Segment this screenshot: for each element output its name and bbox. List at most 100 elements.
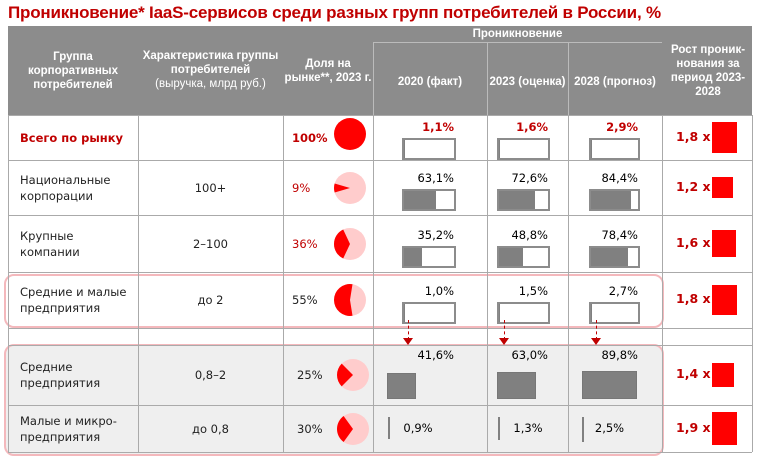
penetration-value: 1,6%: [516, 120, 548, 134]
penetration-bar: [402, 302, 456, 324]
pie-slice: [334, 284, 353, 316]
growth-bar: [712, 412, 738, 445]
row-divider: [8, 328, 752, 329]
header-2028: 2028 (прогноз): [574, 75, 656, 88]
penetration-value: 63,1%: [417, 171, 454, 185]
row-divider: [8, 115, 752, 116]
market-share-label: 36%: [292, 236, 318, 251]
penetration-value: 48,8%: [511, 228, 548, 242]
market-share-pie: [337, 359, 369, 391]
group-characteristic: до 0,8: [192, 421, 229, 436]
column-divider: [373, 115, 374, 452]
group-name: Всего по рынку: [20, 130, 124, 145]
header-divider: [373, 42, 374, 115]
penetration-bar: [498, 417, 500, 440]
column-divider: [8, 115, 9, 452]
penetration-value: 1,1%: [422, 120, 454, 134]
pie-slice: [334, 229, 350, 258]
penetration-bar: [582, 371, 637, 399]
group-name: Малые и микро-предприятия: [20, 413, 117, 444]
header-divider: [568, 42, 569, 115]
group-name: Средние и малые предприятия: [20, 285, 127, 315]
penetration-value: 2,7%: [608, 284, 638, 298]
market-share-label: 30%: [297, 421, 323, 436]
penetration-value: 84,4%: [601, 171, 638, 185]
sme-highlight: [4, 274, 664, 328]
row-divider: [8, 345, 752, 346]
header-share: Доля на рынке**, 2023 г.: [284, 57, 372, 84]
column-divider: [752, 115, 753, 452]
penetration-bar: [497, 372, 536, 399]
row-divider: [8, 405, 752, 406]
penetration-value: 63,0%: [511, 348, 548, 362]
penetration-bar: [402, 189, 456, 211]
growth-bar: [712, 229, 736, 258]
penetration-fill: [591, 304, 593, 322]
header-penetration: Проникновение: [472, 28, 563, 40]
arrow-head-icon: [403, 338, 413, 345]
market-share-pie: [337, 412, 369, 445]
row-divider: [8, 160, 752, 161]
group-characteristic: 2–100: [192, 236, 229, 251]
arrow-icon: [504, 320, 505, 340]
group-name: Крупные компании: [20, 228, 80, 259]
header-group: Группа корпоративных потребителей: [28, 50, 118, 91]
penetration-fill: [404, 191, 436, 209]
row-divider: [8, 452, 752, 453]
penetration-fill: [591, 191, 631, 209]
arrow-icon: [408, 320, 409, 340]
penetration-bar: [388, 417, 390, 439]
header-divider: [487, 42, 488, 115]
arrow-head-icon: [591, 338, 601, 345]
growth-label: 1,2 x: [676, 178, 711, 194]
growth-label: 1,8 x: [676, 291, 711, 306]
penetration-value: 89,8%: [601, 348, 638, 362]
page-title: Проникновение* IaaS-сервисов среди разны…: [8, 3, 661, 22]
sme-breakdown-group: [4, 344, 664, 456]
growth-bar: [712, 284, 737, 316]
header-growth: Рост проник-нования за период 2023-2028: [670, 43, 746, 98]
penetration-bar: [402, 138, 456, 160]
penetration-value: 1,0%: [424, 284, 454, 298]
arrow-icon: [596, 320, 597, 340]
growth-label: 1,4 x: [676, 366, 711, 381]
column-divider: [138, 115, 139, 452]
row-divider: [8, 272, 752, 273]
penetration-value: 0,9%: [403, 420, 433, 435]
penetration-bar: [497, 189, 550, 211]
penetration-value: 1,5%: [518, 284, 548, 298]
growth-bar: [712, 122, 737, 153]
penetration-fill: [591, 248, 628, 266]
penetration-bar: [402, 246, 456, 268]
column-divider: [487, 115, 488, 452]
penetration-bar: [387, 373, 416, 399]
header-2023: 2023 (оценка): [489, 75, 566, 88]
header-characteristic-unit: (выручка, млрд руб.): [155, 78, 266, 90]
growth-label: 1,8 x: [676, 128, 711, 144]
group-characteristic: 0,8–2: [194, 368, 227, 382]
penetration-fill: [499, 248, 523, 266]
header-characteristic-label: Характеристика группы потребителей: [142, 50, 279, 76]
column-divider: [283, 115, 284, 452]
group-characteristic: до 2: [197, 293, 224, 307]
growth-bar: [712, 177, 734, 198]
group-name: Средние предприятия: [20, 360, 101, 390]
penetration-value: 35,2%: [417, 228, 454, 242]
market-share-label: 9%: [292, 180, 311, 195]
pie-slice: [337, 415, 353, 442]
penetration-bar: [497, 138, 550, 160]
header-divider: [373, 42, 662, 43]
column-divider: [662, 115, 663, 452]
penetration-bar: [582, 417, 584, 442]
market-share-label: 100%: [292, 130, 328, 145]
growth-bar: [712, 363, 735, 387]
market-share-label: 25%: [297, 368, 323, 382]
column-divider: [568, 115, 569, 452]
row-divider: [8, 215, 752, 216]
penetration-fill: [591, 140, 593, 158]
pie-slice: [337, 363, 353, 387]
market-share-label: 55%: [292, 293, 318, 307]
arrow-head-icon: [499, 338, 509, 345]
pie-slice: [334, 183, 350, 192]
